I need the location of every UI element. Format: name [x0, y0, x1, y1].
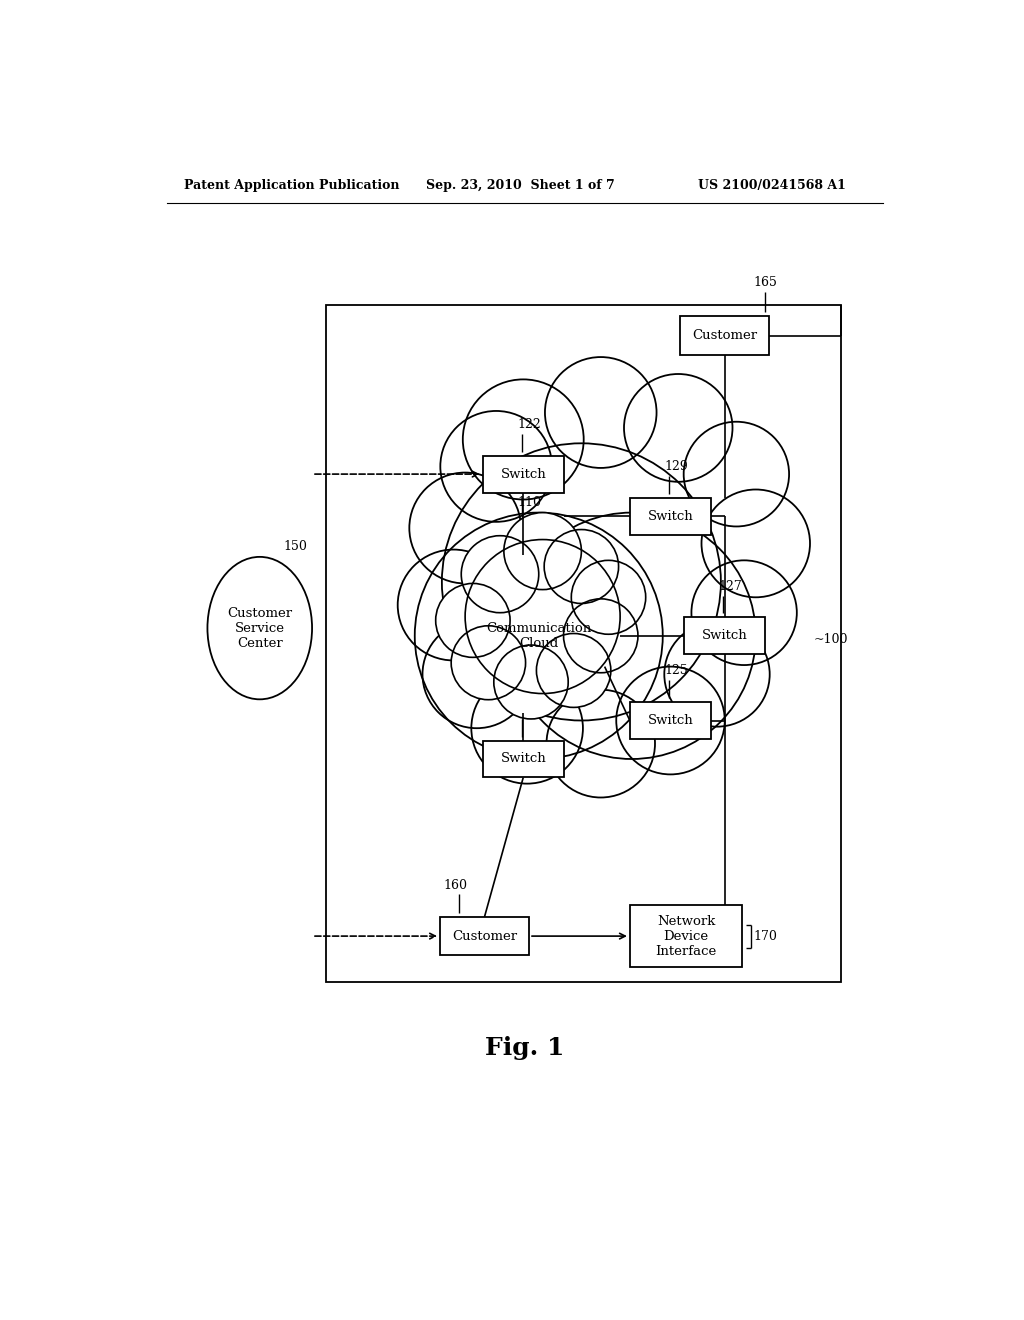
Text: Patent Application Publication: Patent Application Publication — [183, 178, 399, 191]
Circle shape — [624, 374, 732, 482]
Circle shape — [571, 561, 646, 635]
Circle shape — [547, 690, 655, 797]
Bar — [684, 618, 765, 655]
Circle shape — [442, 444, 721, 721]
Circle shape — [435, 583, 510, 657]
Circle shape — [494, 645, 568, 719]
Circle shape — [563, 599, 638, 673]
Bar — [326, 305, 841, 982]
Circle shape — [504, 512, 582, 590]
Text: Customer: Customer — [452, 929, 517, 942]
Text: 122: 122 — [517, 418, 541, 432]
Circle shape — [544, 529, 618, 603]
Bar — [630, 906, 742, 966]
Bar — [680, 317, 769, 355]
Text: 121: 121 — [517, 702, 541, 715]
Text: Communication
Cloud: Communication Cloud — [486, 622, 592, 649]
Circle shape — [463, 379, 584, 499]
Circle shape — [684, 422, 790, 527]
Circle shape — [410, 473, 521, 583]
Circle shape — [471, 673, 583, 784]
Text: 129: 129 — [665, 461, 688, 474]
Text: Switch: Switch — [701, 630, 748, 643]
Circle shape — [691, 560, 797, 665]
Text: Fig. 1: Fig. 1 — [485, 1036, 564, 1060]
Circle shape — [545, 358, 656, 469]
Ellipse shape — [208, 557, 312, 700]
Text: Switch: Switch — [647, 510, 693, 523]
Text: Sep. 23, 2010  Sheet 1 of 7: Sep. 23, 2010 Sheet 1 of 7 — [426, 178, 615, 191]
Text: 160: 160 — [443, 879, 468, 892]
Text: Network
Device
Interface: Network Device Interface — [655, 915, 717, 957]
Circle shape — [415, 512, 663, 759]
Text: 165: 165 — [754, 276, 777, 289]
Text: ~100: ~100 — [814, 634, 848, 647]
Circle shape — [537, 634, 611, 708]
Circle shape — [461, 536, 539, 612]
Text: Switch: Switch — [501, 752, 546, 766]
Circle shape — [665, 622, 770, 727]
Circle shape — [508, 512, 756, 759]
Bar — [482, 455, 564, 492]
Circle shape — [616, 667, 725, 775]
Text: US 2100/0241568 A1: US 2100/0241568 A1 — [697, 178, 846, 191]
Text: 125: 125 — [665, 664, 688, 677]
Bar — [630, 702, 712, 739]
Circle shape — [423, 620, 531, 729]
Circle shape — [701, 490, 810, 597]
Circle shape — [452, 626, 525, 700]
Bar — [482, 741, 564, 777]
Bar — [630, 498, 712, 535]
Circle shape — [440, 411, 552, 521]
Circle shape — [397, 549, 509, 660]
Text: 150: 150 — [283, 540, 307, 553]
Text: Switch: Switch — [647, 714, 693, 727]
Text: 170: 170 — [754, 929, 777, 942]
Bar — [440, 917, 529, 956]
Text: Customer
Service
Center: Customer Service Center — [227, 607, 292, 649]
Text: 110: 110 — [517, 496, 541, 510]
Text: Switch: Switch — [501, 467, 546, 480]
Circle shape — [465, 540, 621, 693]
Text: 127: 127 — [719, 579, 742, 593]
Text: Customer: Customer — [692, 329, 758, 342]
